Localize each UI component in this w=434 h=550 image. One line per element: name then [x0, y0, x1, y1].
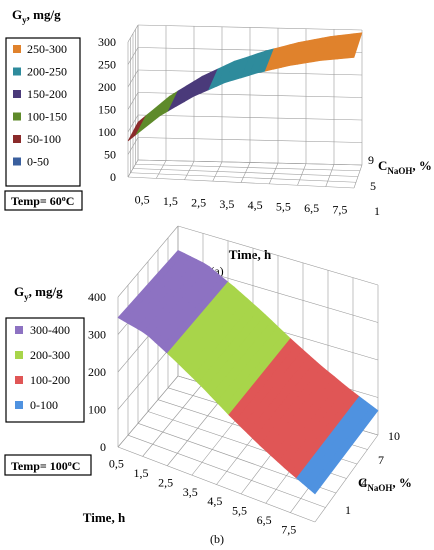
x-tick-label: 1,5	[133, 466, 148, 480]
legend-swatch	[15, 326, 23, 334]
x-tick-label: 2,5	[191, 195, 206, 209]
y-tick-label: 5	[370, 179, 376, 193]
z-tick-label: 150	[98, 103, 116, 117]
grid-line	[127, 176, 355, 189]
x-tick-label: 6,5	[304, 201, 319, 215]
x-tick-label: 3,5	[219, 197, 234, 211]
chart-b: 0 100 200 300 400 0,5 1,5 2,5 3,5 4,5 5,5 6,5 7,5 147…	[4, 225, 412, 546]
temp-label: Temp= 100oC	[11, 459, 80, 473]
x-tick-label: 5,5	[232, 504, 247, 518]
legend-swatch	[13, 157, 21, 166]
z-tick-label: 200	[98, 80, 116, 94]
z-axis-title: Gy, mg/g	[12, 7, 61, 25]
z-tick-label: 400	[88, 290, 106, 304]
grid-line	[130, 172, 357, 183]
legend-label: 200-250	[27, 65, 67, 79]
y-tick-label: 1	[345, 503, 351, 517]
z-tick-label: 100	[88, 403, 106, 417]
legend-label: 300-400	[30, 323, 70, 337]
x-tick-label: 7,5	[281, 522, 296, 536]
legend-swatch	[15, 401, 23, 409]
x-tick-label: 0,5	[109, 457, 124, 471]
z-tick-label: 0	[100, 440, 106, 454]
y-tick-label: 10	[388, 429, 400, 443]
legend-label: 0-50	[27, 155, 49, 169]
surface-patch	[345, 32, 363, 59]
y-axis-title: CNaOH, %	[358, 475, 412, 493]
x-tick-label: 3,5	[183, 485, 198, 499]
y-tick-label: 1	[374, 204, 380, 218]
z-tick-label: 300	[88, 328, 106, 342]
surface-patch	[308, 405, 379, 495]
x-tick-label: 2,5	[158, 475, 173, 489]
x-axis-title: Time, h	[83, 510, 126, 525]
z-tick-label: 0	[110, 170, 116, 184]
legend-swatch	[13, 112, 21, 121]
legend-label: 50-100	[27, 132, 61, 146]
grid-line	[135, 163, 361, 172]
x-tick-label: 0,5	[135, 193, 150, 207]
z-tick-label: 250	[98, 58, 116, 72]
y-tick-label: 9	[368, 153, 374, 167]
chart-a: 0 50 100 150 200 250 300 0,5 1,5 2,5 3,5 4,5 5,5 6,5 7…	[4, 7, 432, 278]
x-tick-label: 1,5	[163, 194, 178, 208]
legend-label: 150-200	[27, 87, 67, 101]
legend-swatch	[15, 351, 23, 359]
x-tick-label: 7,5	[332, 202, 347, 216]
grid-line	[137, 159, 363, 166]
grid-line	[117, 446, 316, 523]
x-tick-label: 4,5	[207, 494, 222, 508]
z-axis-title: Gy, mg/g	[14, 284, 63, 302]
legend-swatch	[13, 135, 21, 143]
legend-swatch	[13, 45, 21, 53]
legend-label: 100-150	[27, 110, 67, 124]
caption: (b)	[210, 532, 224, 546]
legend-label: 200-300	[30, 348, 70, 362]
y-tick-label: 7	[378, 453, 384, 467]
temp-label: Temp= 60oC	[11, 194, 74, 208]
y-axis-title: CNaOH, %	[378, 158, 432, 176]
z-tick-label: 200	[88, 365, 106, 379]
legend-label: 0-100	[30, 398, 58, 412]
legend-label: 100-200	[30, 373, 70, 387]
legend-label: 250-300	[27, 42, 67, 56]
temp-annotation	[4, 190, 83, 211]
z-tick-label: 300	[98, 35, 116, 49]
x-axis-title: Time, h	[229, 247, 272, 262]
y-tick-label: 4	[361, 476, 367, 490]
x-tick-label: 4,5	[248, 198, 263, 212]
temp-annotation	[4, 454, 92, 476]
legend-swatch	[15, 376, 23, 384]
grid-line	[132, 168, 359, 177]
z-tick-label: 50	[104, 148, 116, 162]
legend-swatch	[13, 90, 21, 98]
legend-swatch	[13, 67, 21, 76]
grid-line	[127, 434, 326, 508]
z-tick-label: 100	[98, 125, 116, 139]
x-tick-label: 6,5	[257, 513, 272, 527]
x-tick-label: 5,5	[276, 200, 291, 214]
